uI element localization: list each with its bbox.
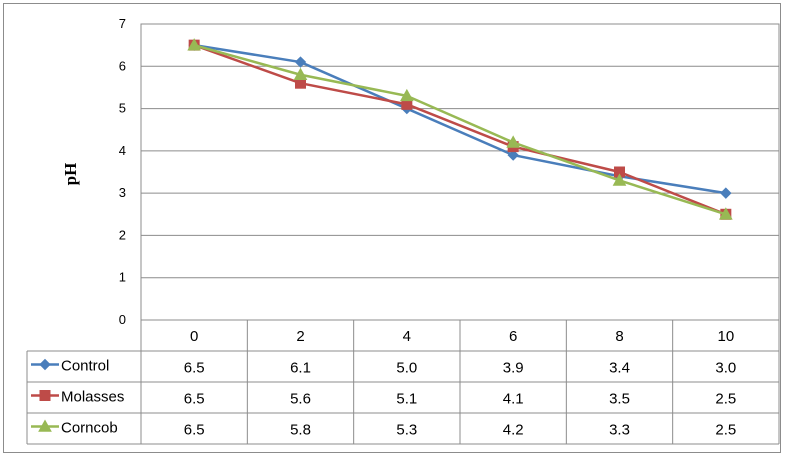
data-point <box>294 56 307 68</box>
y-tick-label: 7 <box>119 16 126 31</box>
y-tick-label: 1 <box>119 270 126 285</box>
legend-key-marker <box>39 358 51 371</box>
legend-label: Corncob <box>61 420 118 437</box>
x-category-label: 2 <box>296 328 304 345</box>
data-value-label: 3.4 <box>609 360 630 377</box>
data-value-label: 4.1 <box>503 391 524 408</box>
data-value-label: 6.5 <box>184 391 205 408</box>
y-tick-label: 3 <box>119 185 126 200</box>
data-value-label: 5.1 <box>396 391 417 408</box>
chart-frame <box>3 3 781 453</box>
data-table <box>26 320 780 445</box>
series-corncob <box>187 38 733 220</box>
y-axis-title: pH <box>61 163 80 186</box>
legend-label: Molasses <box>61 389 124 406</box>
series-lines <box>187 38 733 220</box>
x-category-label: 6 <box>509 328 517 345</box>
data-value-label: 2.5 <box>715 391 736 408</box>
data-point <box>720 187 732 199</box>
data-point <box>293 67 308 81</box>
data-value-label: 3.5 <box>609 391 630 408</box>
data-value-label: 4.2 <box>503 422 524 439</box>
y-tick-label: 0 <box>119 312 126 327</box>
data-value-label: 3.0 <box>715 360 736 377</box>
x-category-label: 10 <box>717 328 734 345</box>
data-value-label: 2.5 <box>715 422 736 439</box>
data-point <box>612 173 627 186</box>
data-value-label: 5.8 <box>290 422 311 439</box>
series-line <box>193 43 727 216</box>
x-category-label: 0 <box>190 328 198 345</box>
series-line <box>193 43 727 216</box>
data-value-label: 5.0 <box>396 360 417 377</box>
legend-key-marker <box>38 419 52 432</box>
x-category-label: 4 <box>403 328 411 345</box>
data-point <box>507 149 519 161</box>
y-tick-label: 4 <box>119 143 126 158</box>
legend-key-marker <box>39 390 51 401</box>
plot-area <box>140 23 780 321</box>
data-point <box>187 38 202 51</box>
data-value-label: 6.5 <box>184 422 205 439</box>
data-value-label: 3.9 <box>503 360 524 377</box>
x-category-label: 8 <box>615 328 623 345</box>
legend-keys: Control 6.5 6.1 5.0 3.9 3.4 3.0 Molasses 6.5 5.6 5… <box>31 358 736 439</box>
data-point <box>506 135 521 148</box>
data-value-label: 5.6 <box>290 391 311 408</box>
data-value-label: 6.1 <box>290 360 311 377</box>
data-point <box>399 88 414 102</box>
gridlines <box>140 23 780 321</box>
y-tick-label: 2 <box>119 227 126 242</box>
y-tick-label: 5 <box>119 101 126 116</box>
data-point <box>718 207 733 220</box>
data-value-label: 3.3 <box>609 422 630 439</box>
data-value-label: 5.3 <box>396 422 417 439</box>
data-value-label: 6.5 <box>184 360 205 377</box>
legend-label: Control <box>61 358 109 375</box>
y-axis-ticks: 0 1 2 3 4 5 6 7 <box>119 16 126 327</box>
x-axis-categories: 0 2 4 6 8 10 <box>190 328 734 345</box>
y-tick-label: 6 <box>119 58 126 73</box>
